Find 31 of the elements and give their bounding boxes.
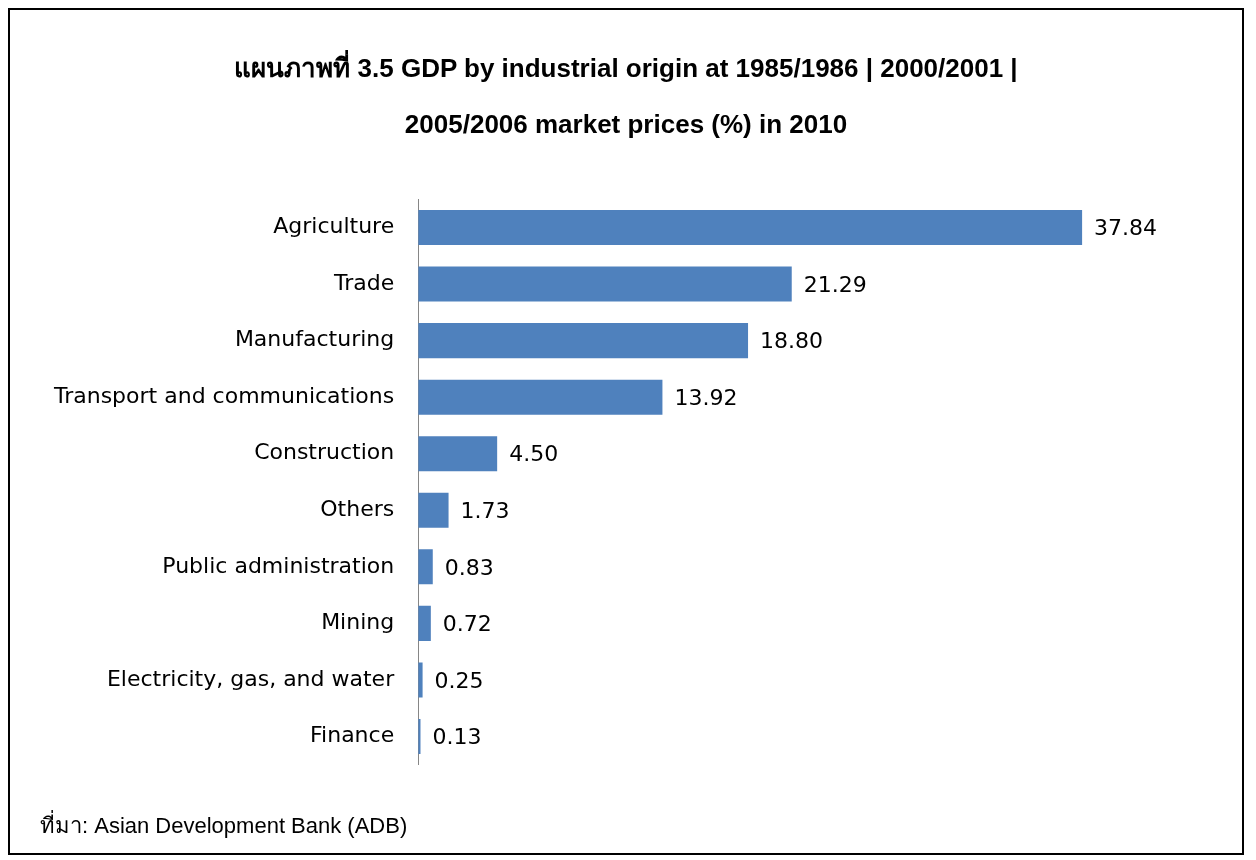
data-label: 18.80 — [760, 328, 824, 354]
y-tick-label: Agriculture — [273, 213, 395, 239]
data-label: 21.29 — [803, 271, 867, 297]
y-tick-label: Others — [320, 496, 395, 521]
bar — [418, 662, 423, 698]
y-tick-label: Trade — [332, 269, 395, 295]
y-tick-label: Manufacturing — [234, 326, 395, 352]
y-tick-label: Finance — [310, 722, 395, 748]
bar — [418, 209, 1083, 246]
data-label: 13.92 — [674, 384, 738, 410]
y-tick-label: Construction — [254, 439, 395, 465]
data-label: 37.84 — [1094, 215, 1158, 241]
data-label: 0.72 — [442, 611, 492, 637]
data-label: 0.13 — [432, 724, 482, 750]
bar — [418, 492, 449, 528]
text: ที่มา: Asian Development Bank (ADB) — [39, 809, 409, 840]
data-label: 0.25 — [434, 667, 484, 693]
bar — [418, 379, 663, 415]
data-label: 4.50 — [509, 441, 559, 467]
y-tick-label: Public administration — [162, 552, 395, 578]
y-tick-label: Electricity, gas, and water — [106, 665, 396, 691]
y-tick-label: Mining — [321, 609, 395, 635]
bar — [418, 605, 431, 641]
bar — [418, 266, 792, 302]
bar — [418, 549, 433, 585]
data-label: 1.73 — [460, 498, 510, 523]
data-label: 0.83 — [444, 554, 494, 580]
bar — [418, 323, 749, 359]
y-tick-label: Transport and communications — [52, 382, 395, 408]
bar — [418, 436, 498, 472]
chart-title: แผนภาพที่ 3.5 GDP by industrial origin at 1985/1986 | 2000/2001 | 2005/2006 market prices (%) in 2010 — [233, 49, 1019, 141]
